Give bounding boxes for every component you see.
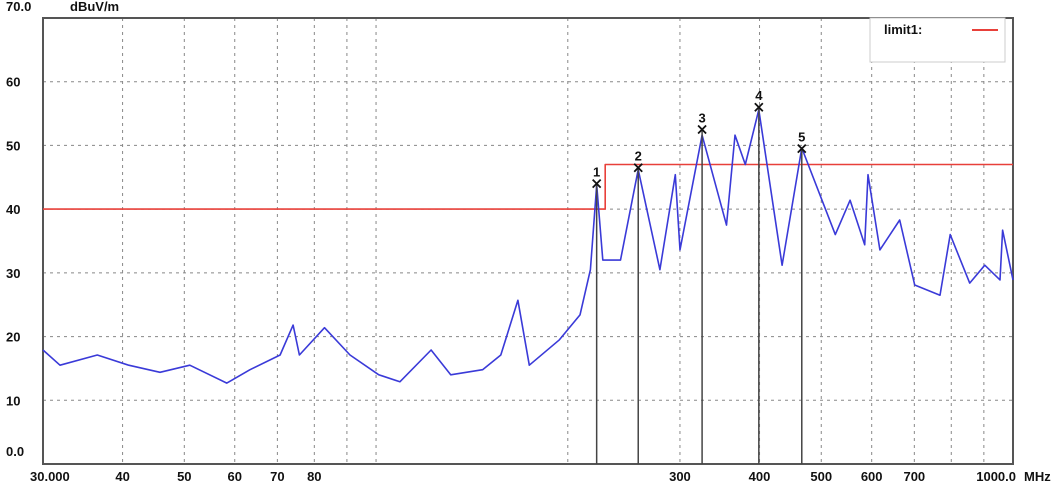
x-tick-label: 700 <box>903 469 925 484</box>
legend-label-limit1: limit1: <box>884 22 922 37</box>
marker-x-icon <box>797 143 807 154</box>
x-tick-label: 300 <box>669 469 691 484</box>
markers-layer: 1 2 3 4 5 <box>592 88 807 464</box>
x-tick-label: 80 <box>307 469 321 484</box>
x-tick-label: 70 <box>270 469 284 484</box>
plot-frame <box>42 17 1014 465</box>
marker-label: 2 <box>635 149 642 164</box>
x-tick-label: 1000.0 <box>976 469 1016 484</box>
y-tick-label: 10 <box>6 393 20 408</box>
marker-label: 5 <box>798 130 805 145</box>
y-tick-label: 40 <box>6 202 20 217</box>
series-layer <box>42 108 1014 384</box>
measurement-trace <box>42 108 1014 384</box>
y-tick-label: 50 <box>6 138 20 153</box>
y-tick-label: 30 <box>6 266 20 281</box>
x-tick-label: 400 <box>749 469 771 484</box>
y-axis: 0.0 10 20 30 40 50 60 70.0 <box>6 0 31 459</box>
limit-line <box>43 163 1013 210</box>
legend-box <box>869 17 1006 63</box>
marker-label: 1 <box>593 165 600 180</box>
y-tick-label: 20 <box>6 330 20 345</box>
marker-label: 3 <box>698 111 705 126</box>
x-axis-unit-label: MHz <box>1024 469 1051 484</box>
marker-x-icon <box>697 124 707 135</box>
x-tick-label: 40 <box>115 469 129 484</box>
y-tick-label: 0.0 <box>6 444 24 459</box>
x-tick-label: 30.000 <box>30 469 70 484</box>
marker-x-icon <box>633 163 643 173</box>
marker-x-icon <box>592 179 602 189</box>
x-tick-label: 60 <box>228 469 242 484</box>
marker-x-icon <box>754 102 764 112</box>
y-tick-label: 60 <box>6 75 20 90</box>
legend: limit1: <box>869 17 1006 63</box>
y-axis-unit-label: dBuV/m <box>70 0 119 14</box>
x-tick-label: 500 <box>810 469 832 484</box>
x-axis: 30.000 40 50 60 70 80 300 400 500 600 700 1000.0 <box>30 469 1016 484</box>
x-tick-label: 600 <box>861 469 883 484</box>
y-tick-label: 70.0 <box>6 0 31 14</box>
marker-label: 4 <box>755 88 763 103</box>
grid <box>43 18 1013 464</box>
x-tick-label: 50 <box>177 469 191 484</box>
